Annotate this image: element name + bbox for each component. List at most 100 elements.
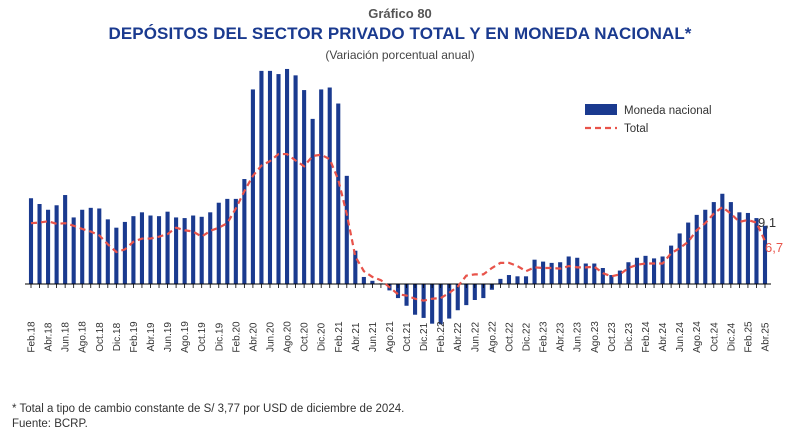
x-tick-label: Abr.22 bbox=[453, 322, 464, 351]
bar bbox=[225, 198, 230, 284]
legend-label-total: Total bbox=[624, 123, 648, 135]
bar bbox=[532, 259, 537, 284]
bar bbox=[353, 250, 358, 284]
bar bbox=[370, 280, 375, 284]
chart-title: DEPÓSITOS DEL SECTOR PRIVADO TOTAL Y EN … bbox=[108, 24, 692, 43]
bar bbox=[319, 89, 324, 284]
x-tick-label: Feb.21 bbox=[334, 321, 345, 353]
bar bbox=[114, 227, 119, 284]
x-tick-label: Ago.19 bbox=[180, 321, 191, 353]
bar bbox=[703, 209, 708, 284]
bar bbox=[447, 284, 452, 319]
end-label-moneda-nacional: 9,1 bbox=[758, 215, 776, 230]
bar bbox=[174, 217, 179, 284]
x-tick-label: Oct.18 bbox=[95, 322, 106, 352]
x-tick-label: Feb.24 bbox=[641, 321, 652, 353]
bar bbox=[327, 87, 332, 285]
legend: Moneda nacional Total bbox=[585, 104, 712, 135]
bar bbox=[643, 255, 648, 284]
bar bbox=[617, 270, 622, 284]
bar bbox=[131, 216, 136, 284]
bar bbox=[156, 216, 162, 284]
bar bbox=[80, 209, 85, 284]
x-tick-label: Oct.24 bbox=[709, 322, 720, 352]
bar bbox=[344, 175, 349, 284]
source-note: Fuente: BCRP. bbox=[12, 418, 88, 430]
x-tick-label: Oct.23 bbox=[607, 322, 618, 352]
bar bbox=[293, 75, 298, 284]
bar bbox=[677, 233, 682, 284]
legend-label-moneda-nacional: Moneda nacional bbox=[624, 105, 712, 117]
bar bbox=[634, 257, 640, 284]
x-tick-label: Jun.22 bbox=[470, 322, 481, 352]
bar bbox=[285, 68, 290, 285]
bar bbox=[754, 218, 759, 284]
bar bbox=[28, 198, 34, 284]
bar bbox=[71, 217, 76, 284]
bar bbox=[592, 263, 597, 284]
x-tick-label: Jun.20 bbox=[265, 322, 276, 352]
x-tick-label: Oct.19 bbox=[197, 322, 208, 352]
x-tick-label: Dic.21 bbox=[419, 322, 430, 351]
bar bbox=[122, 221, 127, 284]
bar bbox=[720, 193, 725, 284]
bar bbox=[199, 216, 204, 284]
bar bbox=[711, 202, 716, 284]
bar bbox=[165, 211, 170, 284]
bar bbox=[276, 74, 281, 284]
bar bbox=[361, 276, 366, 284]
bar bbox=[609, 275, 614, 284]
x-axis bbox=[25, 283, 771, 288]
bar bbox=[728, 202, 733, 284]
bar bbox=[455, 284, 460, 311]
bar bbox=[139, 212, 145, 284]
x-tick-label: Feb.23 bbox=[539, 321, 550, 353]
x-tick-label: Abr.24 bbox=[658, 322, 669, 351]
bar bbox=[191, 215, 196, 284]
x-tick-label: Jun.18 bbox=[61, 322, 72, 352]
bar bbox=[88, 207, 93, 284]
bar bbox=[148, 215, 153, 284]
x-tick-label: Feb.20 bbox=[231, 321, 242, 353]
x-tick-label: Dic.20 bbox=[317, 322, 328, 351]
x-tick-label: Jun.19 bbox=[163, 322, 174, 352]
bar bbox=[97, 208, 102, 284]
chart-subtitle: (Variación porcentual anual) bbox=[325, 48, 475, 62]
x-tick-label: Dic.18 bbox=[112, 322, 123, 351]
x-tick-label: Jun.23 bbox=[573, 322, 584, 352]
bar bbox=[208, 212, 213, 284]
x-tick-label: Abr.23 bbox=[556, 322, 567, 351]
x-tick-label: Ago.18 bbox=[78, 321, 89, 353]
x-tick-label: Abr.25 bbox=[761, 322, 772, 351]
chart-supertitle: Gráfico 80 bbox=[368, 6, 432, 21]
bar bbox=[242, 179, 247, 284]
end-label-total: 6,7 bbox=[765, 240, 783, 255]
bar bbox=[233, 198, 238, 284]
bar bbox=[464, 284, 469, 306]
bar bbox=[745, 212, 750, 284]
x-tick-label: Oct.21 bbox=[402, 322, 413, 352]
bar bbox=[481, 284, 486, 299]
x-tick-label: Oct.20 bbox=[300, 322, 311, 352]
x-tick-label: Feb.25 bbox=[743, 321, 754, 353]
bar bbox=[626, 262, 631, 284]
bar bbox=[549, 262, 554, 284]
bar bbox=[515, 276, 520, 284]
bar bbox=[63, 195, 68, 284]
bar bbox=[216, 202, 221, 284]
x-tick-labels: Feb.18 Abr.18 Jun.18 Ago.18 Oct.18 Dic.18 Feb.… bbox=[27, 321, 772, 353]
bar bbox=[506, 275, 512, 284]
line-series-total bbox=[30, 152, 766, 302]
bar bbox=[395, 284, 401, 299]
bar bbox=[182, 218, 187, 284]
x-tick-label: Feb.19 bbox=[129, 321, 140, 353]
bar bbox=[54, 205, 59, 284]
bar bbox=[302, 90, 307, 284]
bar bbox=[694, 214, 699, 284]
bar bbox=[310, 118, 315, 284]
x-tick-label: Feb.22 bbox=[436, 321, 447, 353]
footnote: * Total a tipo de cambio constante de S/… bbox=[12, 403, 405, 415]
bar bbox=[541, 261, 546, 284]
legend-swatch-moneda-nacional bbox=[585, 104, 617, 115]
bar bbox=[430, 284, 435, 324]
